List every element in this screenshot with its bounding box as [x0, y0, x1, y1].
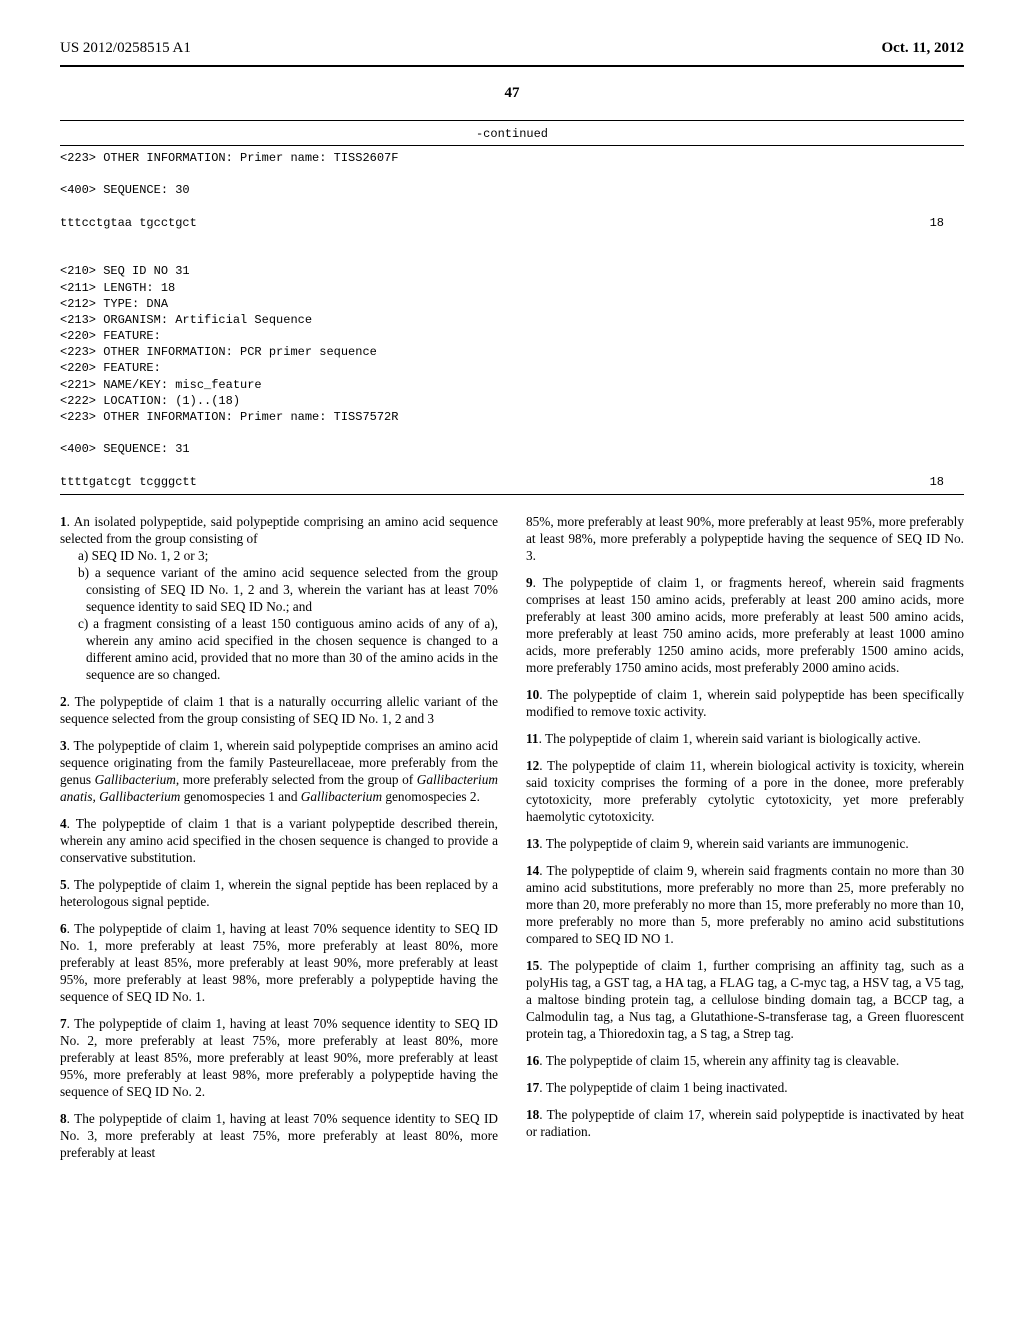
- patent-date: Oct. 11, 2012: [882, 40, 965, 57]
- claim-9: 9. The polypeptide of claim 1, or fragme…: [526, 574, 964, 676]
- claim-11: 11. The polypeptide of claim 1, wherein …: [526, 730, 964, 747]
- right-column: 85%, more preferably at least 90%, more …: [526, 513, 964, 1172]
- claim-number: 1: [60, 514, 67, 529]
- claim-text: . The polypeptide of claim 1 that is a n…: [60, 694, 498, 726]
- claim-number: 16: [526, 1053, 539, 1068]
- claim-number: 7: [60, 1016, 67, 1031]
- seq-data: tttcctgtaa tgcctgct: [60, 215, 197, 231]
- seq-data: ttttgatcgt tcgggctt: [60, 474, 197, 490]
- claim-text: . The polypeptide of claim 15, wherein a…: [539, 1053, 899, 1068]
- claim-text: . The polypeptide of claim 1, having at …: [60, 1111, 498, 1160]
- claim-text: . The polypeptide of claim 1, wherein sa…: [526, 687, 964, 719]
- claim-text: 85%, more preferably at least 90%, more …: [526, 514, 964, 563]
- seq-line: <220> FEATURE:: [60, 360, 964, 376]
- claim-number: 12: [526, 758, 539, 773]
- seq-line: <400> SEQUENCE: 31: [60, 441, 964, 457]
- claim-number: 2: [60, 694, 67, 709]
- seq-line: <220> FEATURE:: [60, 328, 964, 344]
- claim-text: genomospecies 1 and: [180, 789, 300, 804]
- claim-text: . The polypeptide of claim 9, wherein sa…: [526, 863, 964, 946]
- claim-text: . The polypeptide of claim 9, wherein sa…: [539, 836, 908, 851]
- claim-17: 17. The polypeptide of claim 1 being ina…: [526, 1079, 964, 1096]
- seq-line: [60, 231, 964, 247]
- sequence-listing: -continued <223> OTHER INFORMATION: Prim…: [60, 120, 964, 495]
- claim-text: . The polypeptide of claim 1, wherein th…: [60, 877, 498, 909]
- claim-number: 9: [526, 575, 533, 590]
- claim-text: . An isolated polypeptide, said polypept…: [60, 514, 498, 546]
- claim-number: 8: [60, 1111, 67, 1126]
- seq-data-row: ttttgatcgt tcgggctt 18: [60, 474, 964, 490]
- page-number: 47: [60, 85, 964, 102]
- claim-10: 10. The polypeptide of claim 1, wherein …: [526, 686, 964, 720]
- seq-line: <211> LENGTH: 18: [60, 280, 964, 296]
- claim-number: 10: [526, 687, 539, 702]
- claim-text: . The polypeptide of claim 1 being inact…: [539, 1080, 787, 1095]
- claim-1: 1. An isolated polypeptide, said polypep…: [60, 513, 498, 683]
- seq-line: [60, 425, 964, 441]
- claim-7: 7. The polypeptide of claim 1, having at…: [60, 1015, 498, 1100]
- seq-line: [60, 458, 964, 474]
- claim-sub: b) a sequence variant of the amino acid …: [78, 564, 498, 615]
- claim-number: 4: [60, 816, 67, 831]
- claim-number: 6: [60, 921, 67, 936]
- claim-text: . The polypeptide of claim 1, or fragmen…: [526, 575, 964, 675]
- claim-6: 6. The polypeptide of claim 1, having at…: [60, 920, 498, 1005]
- claim-text: . The polypeptide of claim 1, having at …: [60, 921, 498, 1004]
- genus-name: Gallibacterium: [95, 772, 176, 787]
- claim-text: . The polypeptide of claim 17, wherein s…: [526, 1107, 964, 1139]
- claim-number: 5: [60, 877, 67, 892]
- seq-line: <213> ORGANISM: Artificial Sequence: [60, 312, 964, 328]
- seq-length: 18: [930, 215, 964, 231]
- seq-line: [60, 247, 964, 263]
- seq-line: <210> SEQ ID NO 31: [60, 263, 964, 279]
- claim-15: 15. The polypeptide of claim 1, further …: [526, 957, 964, 1042]
- claim-text: . The polypeptide of claim 1, having at …: [60, 1016, 498, 1099]
- claim-text: . The polypeptide of claim 1, wherein sa…: [539, 731, 921, 746]
- claim-text: , more preferably selected from the grou…: [176, 772, 417, 787]
- left-column: 1. An isolated polypeptide, said polypep…: [60, 513, 498, 1172]
- claim-18: 18. The polypeptide of claim 17, wherein…: [526, 1106, 964, 1140]
- seq-line: <223> OTHER INFORMATION: Primer name: TI…: [60, 150, 964, 166]
- patent-number: US 2012/0258515 A1: [60, 40, 191, 57]
- claim-sub: c) a fragment consisting of a least 150 …: [78, 615, 498, 683]
- seq-line: <223> OTHER INFORMATION: Primer name: TI…: [60, 409, 964, 425]
- seq-line: <400> SEQUENCE: 30: [60, 182, 964, 198]
- claim-4: 4. The polypeptide of claim 1 that is a …: [60, 815, 498, 866]
- claims-columns: 1. An isolated polypeptide, said polypep…: [60, 513, 964, 1172]
- seq-data-row: tttcctgtaa tgcctgct 18: [60, 215, 964, 231]
- continued-label: -continued: [60, 127, 964, 141]
- claim-5: 5. The polypeptide of claim 1, wherein t…: [60, 876, 498, 910]
- claim-12: 12. The polypeptide of claim 11, wherein…: [526, 757, 964, 825]
- claim-text: genomospecies 2.: [382, 789, 480, 804]
- seq-line: [60, 166, 964, 182]
- claim-text: . The polypeptide of claim 11, wherein b…: [526, 758, 964, 824]
- claim-14: 14. The polypeptide of claim 9, wherein …: [526, 862, 964, 947]
- seq-line: <222> LOCATION: (1)..(18): [60, 393, 964, 409]
- claim-number: 13: [526, 836, 539, 851]
- seq-length: 18: [930, 474, 964, 490]
- claim-16: 16. The polypeptide of claim 15, wherein…: [526, 1052, 964, 1069]
- claim-number: 18: [526, 1107, 539, 1122]
- claim-sub: a) SEQ ID No. 1, 2 or 3;: [78, 547, 498, 564]
- seq-rule: [60, 145, 964, 146]
- claim-13: 13. The polypeptide of claim 9, wherein …: [526, 835, 964, 852]
- claim-8-continued: 85%, more preferably at least 90%, more …: [526, 513, 964, 564]
- claim-number: 14: [526, 863, 539, 878]
- genus-name: Gallibacterium: [301, 789, 382, 804]
- seq-line: <221> NAME/KEY: misc_feature: [60, 377, 964, 393]
- seq-line: <223> OTHER INFORMATION: PCR primer sequ…: [60, 344, 964, 360]
- claim-text: . The polypeptide of claim 1, further co…: [526, 958, 964, 1041]
- claim-number: 17: [526, 1080, 539, 1095]
- header-rule: [60, 65, 964, 67]
- claim-text: . The polypeptide of claim 1 that is a v…: [60, 816, 498, 865]
- seq-line: [60, 199, 964, 215]
- page-header: US 2012/0258515 A1 Oct. 11, 2012: [60, 40, 964, 57]
- claim-2: 2. The polypeptide of claim 1 that is a …: [60, 693, 498, 727]
- seq-line: <212> TYPE: DNA: [60, 296, 964, 312]
- claim-number: 15: [526, 958, 539, 973]
- claim-3: 3. The polypeptide of claim 1, wherein s…: [60, 737, 498, 805]
- claim-8: 8. The polypeptide of claim 1, having at…: [60, 1110, 498, 1161]
- claim-number: 3: [60, 738, 67, 753]
- claim-number: 11: [526, 731, 539, 746]
